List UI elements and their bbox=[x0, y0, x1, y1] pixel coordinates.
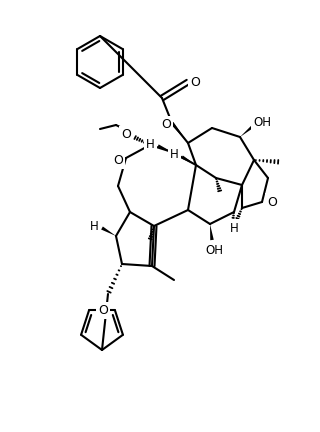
Text: H: H bbox=[90, 219, 98, 232]
Polygon shape bbox=[181, 156, 196, 165]
Text: OH: OH bbox=[253, 117, 271, 130]
Text: H: H bbox=[170, 149, 178, 162]
Polygon shape bbox=[101, 226, 116, 236]
Text: O: O bbox=[98, 304, 108, 317]
Text: O: O bbox=[161, 118, 171, 131]
Polygon shape bbox=[171, 122, 188, 143]
Polygon shape bbox=[157, 144, 172, 152]
Text: O: O bbox=[267, 196, 277, 209]
Text: OH: OH bbox=[205, 244, 223, 257]
Text: O: O bbox=[121, 128, 131, 142]
Text: H: H bbox=[146, 137, 154, 150]
Text: O: O bbox=[113, 153, 123, 166]
Text: H: H bbox=[230, 222, 238, 235]
Text: O: O bbox=[190, 76, 200, 89]
Polygon shape bbox=[210, 224, 214, 240]
Polygon shape bbox=[240, 126, 253, 137]
